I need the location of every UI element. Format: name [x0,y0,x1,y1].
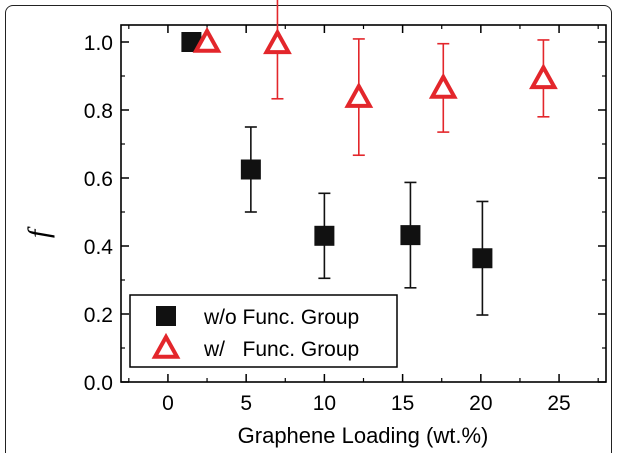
y-tick-label: 0.6 [84,168,113,191]
data-point-square [400,225,421,246]
legend: w/o Func. Group w/ Func. Group [129,294,398,368]
data-point-triangle [529,63,558,90]
data-point-triangle [263,28,292,55]
x-tick-label: 0 [162,392,174,415]
y-tick-label: 0.4 [84,236,114,259]
legend-marker-square [156,306,176,326]
x-tick-label: 15 [391,392,414,415]
legend-marker-triangle [151,332,181,359]
y-tick-label: 0.2 [84,304,113,327]
data-markers [181,26,558,269]
data-point-triangle [344,81,374,108]
y-tick-label: 0.8 [84,100,113,123]
x-tick-label: 10 [313,392,336,415]
data-point-square [472,248,493,269]
y-tick-label: 0.0 [84,372,113,395]
x-tick-label: 5 [240,392,252,415]
figure-frame [5,5,612,453]
data-point-triangle [192,26,222,53]
error-bars [244,0,550,316]
legend-label: w/ Func. Group [203,338,359,361]
x-tick-label: 25 [547,392,570,415]
axis-ticks: 0 5 10 15 20 25 0.0 0.2 0.4 0.6 0.8 1.0 [84,25,606,415]
legend-label: w/o Func. Group [203,306,359,329]
y-axis-title: f [22,226,55,238]
x-tick-label: 20 [469,392,492,415]
data-point-triangle [428,72,458,99]
x-axis-title: Graphene Loading (wt.%) [238,423,489,448]
y-tick-label: 1.0 [84,32,113,55]
data-point-square [240,159,261,180]
data-point-square [314,225,335,246]
